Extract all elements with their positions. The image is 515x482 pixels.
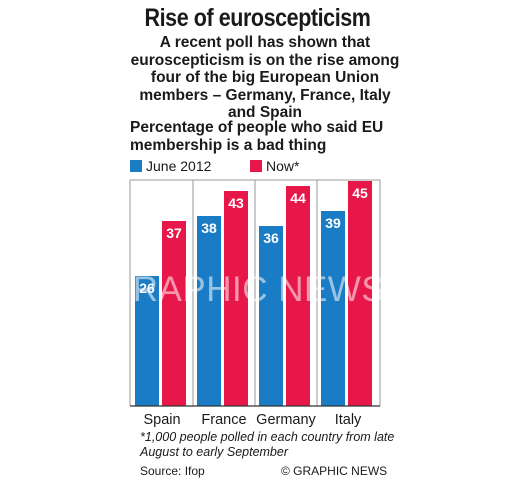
legend-swatch-now bbox=[250, 160, 262, 172]
bar-june-spain bbox=[135, 276, 159, 406]
category-label: Spain bbox=[143, 412, 180, 428]
bar-june-italy bbox=[321, 211, 345, 406]
bar-june-germany bbox=[259, 226, 283, 406]
category-label: France bbox=[201, 412, 246, 428]
data-label: 39 bbox=[325, 215, 341, 231]
legend-label-june: June 2012 bbox=[146, 158, 212, 174]
bar-now-france bbox=[224, 191, 248, 406]
data-label: 37 bbox=[166, 225, 182, 241]
category-label: Italy bbox=[335, 412, 362, 428]
bar-june-france bbox=[197, 216, 221, 406]
data-label: 36 bbox=[263, 230, 279, 246]
footnote: *1,000 people polled in each country fro… bbox=[140, 430, 395, 459]
bar-now-spain bbox=[162, 221, 186, 406]
legend-item-june: June 2012 bbox=[130, 158, 211, 174]
chart-subtitle: A recent poll has shown that eurosceptic… bbox=[130, 34, 400, 121]
data-label: 26 bbox=[139, 280, 155, 296]
category-label: Germany bbox=[256, 412, 316, 428]
chart-question: Percentage of people who said EU members… bbox=[130, 119, 384, 154]
data-label: 45 bbox=[352, 185, 368, 201]
data-label: 44 bbox=[290, 190, 306, 206]
credit-label: © GRAPHIC NEWS bbox=[281, 464, 388, 478]
source-label: Source: Ifop bbox=[140, 464, 205, 478]
legend: June 2012 Now* bbox=[130, 158, 390, 176]
bar-now-italy bbox=[348, 181, 372, 406]
bar-now-germany bbox=[286, 186, 310, 406]
watermark: GRAPHIC NEWS bbox=[105, 270, 386, 309]
data-label: 43 bbox=[228, 195, 244, 211]
data-label: 38 bbox=[201, 220, 217, 236]
legend-swatch-june bbox=[130, 160, 142, 172]
legend-item-now: Now* bbox=[250, 158, 299, 174]
legend-label-now: Now* bbox=[266, 158, 300, 174]
chart-title: Rise of euroscepticism bbox=[144, 4, 371, 32]
